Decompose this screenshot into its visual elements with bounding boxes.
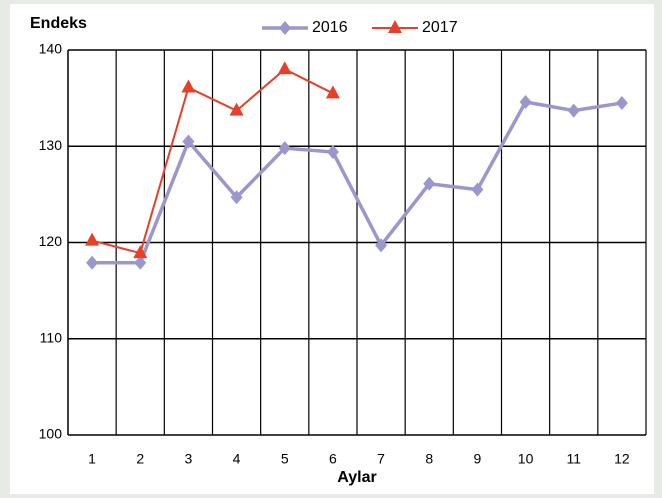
y-tick-label: 100 xyxy=(39,426,63,442)
chart-title: Endeks xyxy=(30,15,87,32)
marker xyxy=(471,182,484,197)
x-tick-label: 11 xyxy=(566,451,581,467)
x-tick-label: 9 xyxy=(474,451,482,467)
x-tick-label: 2 xyxy=(136,451,144,467)
marker xyxy=(86,255,99,270)
marker xyxy=(279,21,291,35)
y-tick-label: 110 xyxy=(40,329,63,345)
marker xyxy=(375,238,388,253)
marker xyxy=(230,190,243,205)
marker xyxy=(278,141,291,156)
x-tick-label: 12 xyxy=(614,451,630,467)
marker xyxy=(615,95,628,110)
marker xyxy=(277,61,292,75)
x-tick-label: 6 xyxy=(329,451,337,467)
marker xyxy=(567,103,580,118)
marker xyxy=(133,245,148,259)
marker xyxy=(85,232,100,246)
marker xyxy=(229,102,244,116)
x-axis-label: Aylar xyxy=(337,469,376,486)
x-tick-label: 7 xyxy=(377,451,385,467)
legend-label: 2016 xyxy=(312,19,348,36)
y-tick-label: 140 xyxy=(39,41,63,57)
series-line xyxy=(92,100,623,265)
series-line xyxy=(91,68,334,255)
marker xyxy=(134,255,147,270)
x-tick-label: 8 xyxy=(425,451,433,467)
x-tick-label: 4 xyxy=(233,451,241,467)
legend-label: 2017 xyxy=(422,19,458,36)
marker xyxy=(181,79,196,93)
x-tick-label: 1 xyxy=(88,451,96,467)
marker xyxy=(326,145,339,160)
marker xyxy=(388,20,402,33)
marker xyxy=(325,85,340,99)
marker xyxy=(423,176,436,191)
x-tick-label: 5 xyxy=(281,451,289,467)
x-tick-label: 10 xyxy=(518,451,534,467)
y-tick-label: 120 xyxy=(39,233,63,249)
panel xyxy=(10,4,654,494)
y-tick-label: 130 xyxy=(39,137,63,153)
x-tick-label: 3 xyxy=(185,451,193,467)
marker xyxy=(182,134,195,149)
marker xyxy=(519,94,532,109)
